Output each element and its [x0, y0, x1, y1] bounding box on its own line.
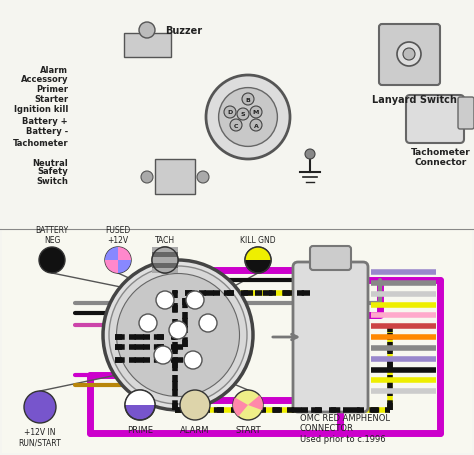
Text: PRIME: PRIME — [127, 425, 153, 434]
Circle shape — [206, 76, 290, 160]
Text: Tachometer: Tachometer — [12, 138, 68, 147]
Text: Lanyard Switch: Lanyard Switch — [372, 95, 457, 105]
Circle shape — [105, 248, 131, 273]
Text: Neutral: Neutral — [32, 158, 68, 167]
Circle shape — [184, 351, 202, 369]
Text: Primer: Primer — [36, 86, 68, 94]
Wedge shape — [105, 260, 118, 273]
Circle shape — [397, 43, 421, 67]
Circle shape — [139, 314, 157, 332]
Text: M: M — [253, 110, 259, 115]
Wedge shape — [245, 248, 271, 260]
Wedge shape — [248, 395, 263, 410]
Circle shape — [141, 172, 153, 184]
Text: Buzzer: Buzzer — [165, 26, 202, 36]
Circle shape — [186, 291, 204, 309]
Circle shape — [250, 107, 262, 119]
Circle shape — [242, 94, 254, 106]
Circle shape — [109, 267, 247, 404]
Wedge shape — [118, 248, 131, 260]
FancyBboxPatch shape — [406, 96, 464, 144]
FancyBboxPatch shape — [124, 34, 171, 58]
Text: S: S — [241, 112, 246, 117]
Circle shape — [250, 120, 262, 131]
Circle shape — [180, 390, 210, 420]
Text: Ignition kill: Ignition kill — [14, 105, 68, 114]
Text: Starter: Starter — [34, 95, 68, 104]
Text: B: B — [246, 97, 250, 102]
Text: A: A — [254, 123, 258, 128]
Circle shape — [305, 150, 315, 160]
Circle shape — [403, 49, 415, 61]
Bar — [152, 253, 178, 258]
Text: Battery -: Battery - — [26, 127, 68, 136]
Bar — [152, 263, 178, 268]
Text: Alarm: Alarm — [40, 66, 68, 74]
Text: Battery +: Battery + — [22, 117, 68, 126]
Wedge shape — [125, 390, 155, 405]
Circle shape — [237, 109, 249, 121]
Circle shape — [197, 172, 209, 184]
Text: C: C — [234, 123, 238, 128]
Wedge shape — [105, 248, 118, 260]
Circle shape — [245, 248, 271, 273]
Bar — [2, 228, 472, 453]
Circle shape — [224, 107, 236, 119]
Text: Safety: Safety — [37, 167, 68, 176]
Bar — [152, 248, 178, 253]
Circle shape — [233, 390, 263, 420]
Text: FUSED
+12V: FUSED +12V — [105, 225, 131, 244]
Circle shape — [103, 260, 253, 410]
Text: Tachometer
Connector: Tachometer Connector — [411, 148, 471, 167]
Text: Switch: Switch — [36, 176, 68, 185]
Circle shape — [125, 390, 155, 420]
Text: BATTERY
NEG: BATTERY NEG — [36, 225, 69, 244]
FancyBboxPatch shape — [293, 263, 368, 412]
Circle shape — [117, 274, 239, 397]
Circle shape — [152, 248, 178, 273]
Circle shape — [139, 23, 155, 39]
Circle shape — [154, 346, 172, 364]
Circle shape — [39, 248, 65, 273]
Circle shape — [230, 120, 242, 131]
Text: +12V IN
RUN/START: +12V IN RUN/START — [18, 427, 61, 446]
Text: TACH: TACH — [155, 236, 175, 244]
FancyBboxPatch shape — [458, 98, 474, 130]
Bar — [152, 258, 178, 263]
Wedge shape — [233, 398, 248, 417]
Wedge shape — [118, 260, 131, 273]
Circle shape — [219, 88, 277, 147]
FancyBboxPatch shape — [310, 247, 351, 270]
Text: OMC RED AMPHENOL
CONNECTOR
Used prior to c.1996: OMC RED AMPHENOL CONNECTOR Used prior to… — [300, 413, 390, 443]
Circle shape — [199, 314, 217, 332]
Text: ALARM: ALARM — [180, 425, 210, 434]
Bar — [152, 268, 178, 273]
FancyBboxPatch shape — [379, 25, 440, 86]
Text: START: START — [235, 425, 261, 434]
Circle shape — [24, 391, 56, 423]
Circle shape — [169, 321, 187, 339]
Text: KILL GND: KILL GND — [240, 236, 276, 244]
Text: Accessory: Accessory — [20, 76, 68, 84]
Bar — [155, 160, 195, 195]
Text: D: D — [228, 110, 233, 115]
Circle shape — [156, 291, 174, 309]
